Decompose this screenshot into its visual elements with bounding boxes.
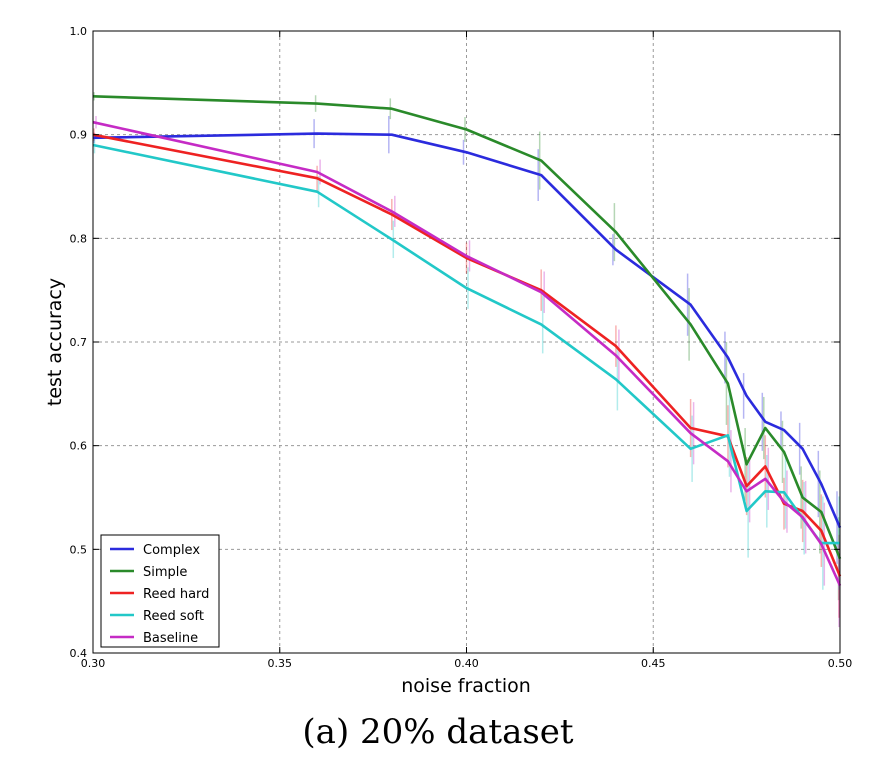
x-tick-label: 0.40 [454, 657, 479, 670]
y-tick-label: 0.9 [70, 129, 88, 142]
legend-box [100, 534, 220, 648]
legend-label: Simple [143, 565, 187, 580]
y-tick-label: 0.8 [70, 232, 88, 245]
y-tick-label: 0.4 [70, 647, 88, 660]
x-tick-label: 0.35 [268, 657, 293, 670]
legend: Complex Simple Reed hard Reed soft Baseline [100, 534, 220, 648]
legend-label: Reed hard [143, 587, 209, 602]
y-tick-label: 0.5 [70, 543, 88, 556]
x-axis-title: noise fraction [401, 675, 531, 697]
x-tick-label: 0.30 [81, 657, 106, 670]
x-tick-label: 0.45 [641, 657, 666, 670]
series-lines [92, 95, 842, 587]
legend-label: Complex [143, 543, 200, 558]
legend-label: Baseline [143, 631, 198, 646]
line-chart: 0.30 0.35 0.40 0.45 0.50 0.4 0.5 0.6 0.7 0.8 0.9 1.… [44, 25, 853, 697]
y-tick-label: 1.0 [70, 25, 88, 38]
y-tick-label: 0.6 [70, 440, 88, 453]
y-tick-label: 0.7 [70, 336, 88, 349]
legend-label: Reed soft [143, 609, 204, 624]
series-line-simple [92, 95, 842, 560]
series-line-complex [92, 132, 842, 529]
x-tick-label: 0.50 [828, 657, 853, 670]
series-line-reed-hard [92, 133, 842, 577]
figure-caption: (a) 20% dataset [302, 712, 574, 752]
series-line-baseline [92, 120, 842, 587]
y-axis-title: test accuracy [44, 278, 66, 406]
axis-ticks: 0.30 0.35 0.40 0.45 0.50 0.4 0.5 0.6 0.7 0.8 0.9 1.… [70, 25, 853, 670]
